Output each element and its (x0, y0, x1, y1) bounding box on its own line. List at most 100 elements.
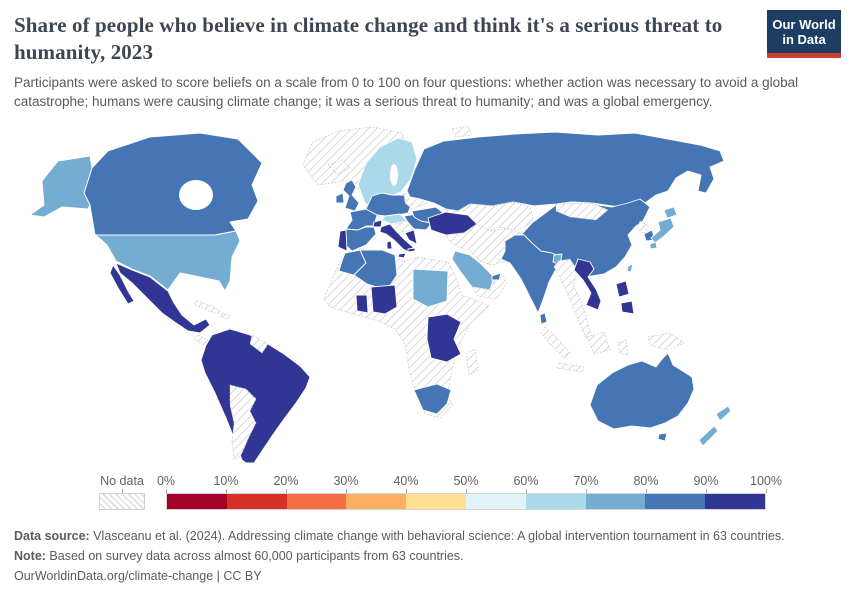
legend-bucket-50-60[interactable] (465, 494, 526, 509)
country-new-zealand-south[interactable] (698, 425, 719, 447)
chart-subtitle: Participants were asked to score beliefs… (14, 74, 799, 109)
country-indonesia-sumatra[interactable] (540, 326, 571, 359)
country-indonesia-sulawesi[interactable] (617, 339, 629, 356)
country-yemen-oman[interactable] (471, 275, 508, 300)
legend-tick (226, 489, 227, 493)
legend-bucket-90-100[interactable] (705, 494, 765, 509)
country-greece[interactable] (404, 229, 418, 245)
country-taiwan[interactable] (626, 263, 634, 273)
hudson-bay (179, 180, 213, 210)
country-ireland[interactable] (335, 192, 345, 204)
legend-tick (706, 489, 707, 493)
legend-tick (406, 489, 407, 493)
legend-bucket-0-10[interactable] (167, 494, 227, 509)
legend-tick (466, 489, 467, 493)
legend-tick (166, 489, 167, 493)
legend-tick-label: 40% (393, 474, 419, 488)
chart-header: Share of people who believe in climate c… (0, 0, 850, 111)
country-east-africa[interactable] (426, 313, 462, 363)
world-map-svg (29, 125, 732, 464)
legend-bucket-40-50[interactable] (406, 494, 466, 509)
country-czechia-austria[interactable] (381, 213, 408, 225)
legend-tick-label: 0% (156, 474, 176, 488)
country-united-states[interactable] (94, 230, 241, 292)
data-source-text: Vlasceanu et al. (2024). Addressing clim… (89, 529, 785, 543)
country-united-states-alaska[interactable] (29, 155, 93, 218)
country-philippines-luzon[interactable] (615, 280, 630, 298)
legend-tick-label: 50% (453, 474, 479, 488)
country-japan-honshu[interactable] (650, 217, 675, 244)
country-mexico-baja[interactable] (109, 264, 135, 305)
country-uae[interactable] (491, 272, 502, 281)
country-ghana[interactable] (355, 294, 369, 314)
note-label: Note: (14, 549, 46, 563)
country-argentina-bolivia-paraguay[interactable] (229, 384, 257, 460)
legend-tick (526, 489, 527, 493)
country-australia-tasmania[interactable] (657, 432, 668, 442)
legend-tick-label: 70% (573, 474, 599, 488)
country-sri-lanka[interactable] (539, 312, 548, 325)
legend-tick (766, 489, 767, 493)
country-vietnam[interactable] (573, 258, 602, 311)
country-madagascar[interactable] (465, 348, 479, 376)
country-hispaniola[interactable] (220, 312, 231, 320)
legend-bucket-60-70[interactable] (525, 494, 586, 509)
country-south-america-surveyed[interactable] (200, 328, 311, 464)
legend-no-data-swatch[interactable] (99, 493, 145, 510)
legend-tick (586, 489, 587, 493)
data-source-line: Data source: Vlasceanu et al. (2024). Ad… (14, 526, 836, 546)
legend-bucket-70-80[interactable] (585, 494, 646, 509)
legend-bucket-10-20[interactable] (226, 494, 287, 509)
country-south-africa[interactable] (413, 383, 452, 415)
owid-logo-line2: in Data (782, 32, 826, 48)
country-sudan[interactable] (412, 268, 449, 308)
legend-tick (646, 489, 647, 493)
country-italy-sardinia[interactable] (386, 240, 393, 250)
country-indonesia-borneo[interactable] (586, 331, 611, 355)
legend-tick (286, 489, 287, 493)
gulf-of-bothnia (390, 164, 398, 186)
country-iceland[interactable] (327, 159, 351, 175)
country-greece-crete[interactable] (407, 247, 416, 253)
country-new-zealand-north[interactable] (715, 405, 732, 422)
note-text: Based on survey data across almost 60,00… (45, 549, 464, 563)
country-nigeria[interactable] (370, 284, 398, 315)
legend-tick-label: 90% (693, 474, 719, 488)
country-guyanas[interactable] (249, 334, 269, 354)
citation-line[interactable]: OurWorldinData.org/climate-change | CC B… (14, 569, 262, 583)
page-title: Share of people who believe in climate c… (14, 13, 723, 64)
legend-bucket-20-30[interactable] (286, 494, 347, 509)
country-myanmar-thailand[interactable] (553, 258, 594, 340)
country-italy[interactable] (379, 223, 414, 254)
chart-footer: Data source: Vlasceanu et al. (2024). Ad… (14, 526, 836, 586)
note-line: Note: Based on survey data across almost… (14, 546, 836, 566)
legend-bucket-30-40[interactable] (346, 494, 407, 509)
legend-tick-label: 60% (513, 474, 539, 488)
legend-tick-label: 100% (750, 474, 782, 488)
country-new-guinea[interactable] (647, 332, 685, 351)
country-svalbard[interactable] (451, 125, 473, 138)
country-cuba[interactable] (193, 300, 221, 315)
country-north-korea[interactable] (636, 220, 650, 235)
country-india[interactable] (500, 234, 561, 314)
legend-tick (346, 489, 347, 493)
country-indonesia-java[interactable] (556, 362, 585, 373)
legend-tick-label: 30% (333, 474, 359, 488)
country-uk[interactable] (342, 179, 360, 212)
country-japan-kyushu[interactable] (649, 241, 658, 250)
country-australia[interactable] (589, 352, 695, 430)
country-mongolia[interactable] (555, 202, 609, 221)
legend-bucket-80-90[interactable] (645, 494, 706, 509)
country-philippines-mindanao[interactable] (620, 300, 635, 315)
legend-tick (122, 489, 123, 493)
country-mexico[interactable] (115, 262, 211, 334)
country-russia[interactable] (406, 131, 725, 212)
country-japan-hokkaido[interactable] (663, 206, 678, 219)
data-source-label: Data source: (14, 529, 90, 543)
country-canada[interactable] (83, 132, 263, 236)
owid-logo[interactable]: Our World in Data (767, 10, 841, 58)
country-portugal[interactable] (337, 229, 348, 252)
legend-color-bar (166, 493, 766, 510)
country-italy-sicily[interactable] (397, 252, 407, 259)
